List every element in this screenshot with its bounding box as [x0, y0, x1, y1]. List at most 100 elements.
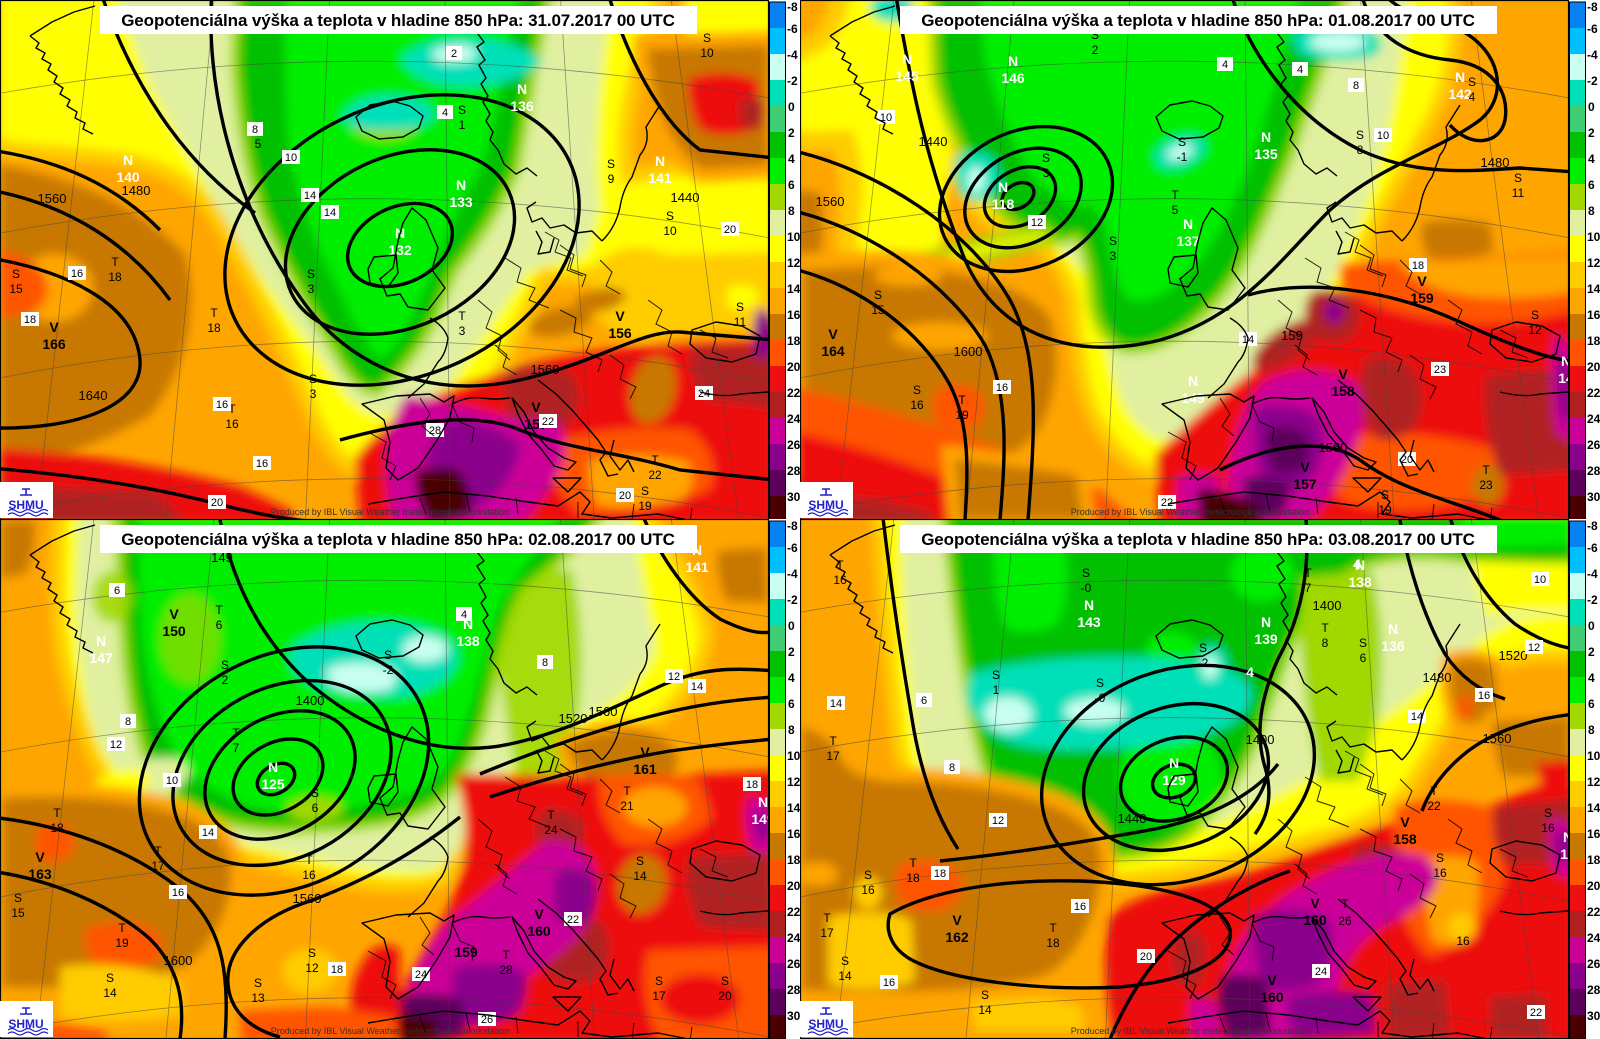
svg-text:S: S [311, 786, 319, 800]
svg-text:1560: 1560 [816, 194, 845, 209]
svg-text:1480: 1480 [1423, 670, 1452, 685]
svg-text:T: T [154, 844, 162, 858]
svg-text:8: 8 [1353, 80, 1359, 92]
svg-text:16: 16 [216, 399, 228, 411]
svg-text:Geopotenciálna výška a teplota: Geopotenciálna výška a teplota v hladine… [921, 530, 1475, 549]
svg-text:T: T [1171, 188, 1179, 202]
svg-text:26: 26 [481, 1014, 493, 1026]
svg-text:10: 10 [700, 46, 714, 60]
svg-text:S: S [655, 974, 663, 988]
svg-text:1400: 1400 [1246, 732, 1275, 747]
svg-text:16: 16 [833, 573, 847, 587]
svg-text:1400: 1400 [1313, 598, 1342, 613]
svg-text:T: T [909, 856, 917, 870]
svg-text:14: 14 [978, 1003, 992, 1017]
svg-text:S: S [636, 854, 644, 868]
svg-text:159: 159 [1410, 290, 1434, 306]
svg-text:156: 156 [608, 325, 632, 341]
svg-text:N: N [655, 153, 665, 169]
svg-text:14: 14 [103, 986, 117, 1000]
svg-text:8: 8 [949, 762, 955, 774]
svg-text:164: 164 [821, 343, 845, 359]
svg-text:T: T [651, 453, 659, 467]
svg-text:18: 18 [1046, 936, 1060, 950]
svg-text:161: 161 [633, 761, 657, 777]
svg-text:22: 22 [1530, 1007, 1542, 1019]
svg-text:5: 5 [255, 137, 262, 151]
svg-text:N: N [758, 794, 768, 810]
svg-text:149: 149 [211, 550, 233, 565]
svg-text:14: 14 [1411, 711, 1423, 723]
svg-text:N: N [517, 81, 527, 97]
svg-text:16: 16 [225, 417, 239, 431]
svg-text:147: 147 [89, 650, 113, 666]
svg-text:1520: 1520 [1499, 648, 1528, 663]
svg-text:149: 149 [1181, 390, 1205, 406]
svg-text:1560: 1560 [531, 362, 560, 377]
svg-text:2: 2 [451, 48, 457, 60]
svg-text:1520: 1520 [559, 711, 588, 726]
svg-text:T: T [836, 558, 844, 572]
svg-text:S: S [384, 648, 392, 662]
svg-text:N: N [1561, 353, 1571, 369]
svg-text:19: 19 [115, 936, 129, 950]
svg-text:20: 20 [211, 497, 223, 509]
svg-text:24: 24 [698, 388, 710, 400]
svg-text:N: N [1563, 829, 1573, 845]
svg-text:S: S [1042, 151, 1050, 165]
svg-text:4: 4 [1222, 59, 1228, 71]
svg-text:16: 16 [1433, 866, 1447, 880]
svg-text:11: 11 [1512, 186, 1525, 200]
svg-text:1440: 1440 [919, 134, 948, 149]
svg-text:S: S [1381, 488, 1389, 502]
svg-text:16: 16 [996, 382, 1008, 394]
svg-text:S: S [1199, 641, 1207, 655]
svg-text:14: 14 [633, 869, 647, 883]
svg-text:10: 10 [285, 152, 297, 164]
svg-text:20: 20 [724, 224, 736, 236]
svg-text:146: 146 [1001, 70, 1025, 86]
svg-text:1640: 1640 [79, 388, 108, 403]
svg-text:N: N [123, 152, 133, 168]
svg-text:T: T [823, 911, 831, 925]
svg-text:129: 129 [1162, 772, 1186, 788]
svg-text:V: V [534, 906, 544, 922]
svg-text:158: 158 [1331, 383, 1355, 399]
svg-text:N: N [1261, 614, 1271, 630]
svg-text:16: 16 [1456, 934, 1470, 948]
svg-text:20: 20 [718, 989, 732, 1003]
svg-text:139: 139 [1254, 631, 1278, 647]
svg-text:T: T [228, 402, 236, 416]
svg-text:4: 4 [461, 609, 467, 621]
svg-text:22: 22 [1161, 497, 1173, 509]
svg-text:1400: 1400 [296, 693, 325, 708]
svg-text:2: 2 [1092, 43, 1099, 57]
svg-text:135: 135 [1254, 146, 1278, 162]
svg-text:8: 8 [252, 124, 258, 136]
svg-text:8: 8 [125, 716, 131, 728]
svg-text:22: 22 [648, 468, 662, 482]
svg-text:S: S [607, 157, 615, 171]
svg-text:12: 12 [110, 739, 122, 751]
svg-text:138: 138 [1348, 574, 1372, 590]
svg-text:S: S [841, 954, 849, 968]
svg-text:22: 22 [1427, 799, 1441, 813]
svg-text:16: 16 [910, 398, 924, 412]
svg-text:V: V [531, 399, 541, 415]
svg-text:S: S [308, 946, 316, 960]
svg-text:163: 163 [28, 866, 52, 882]
svg-text:159: 159 [1281, 328, 1303, 343]
svg-text:-2: -2 [383, 663, 394, 677]
svg-text:T: T [1430, 784, 1438, 798]
svg-text:S: S [864, 868, 872, 882]
svg-text:S: S [641, 484, 649, 498]
svg-text:N: N [96, 633, 106, 649]
svg-text:6: 6 [1360, 651, 1367, 665]
svg-text:10: 10 [880, 112, 892, 124]
svg-text:1560: 1560 [293, 891, 322, 906]
svg-text:16: 16 [883, 977, 895, 989]
svg-text:V: V [35, 849, 45, 865]
svg-text:159: 159 [454, 944, 478, 960]
svg-text:T: T [118, 921, 126, 935]
svg-text:T: T [623, 784, 631, 798]
